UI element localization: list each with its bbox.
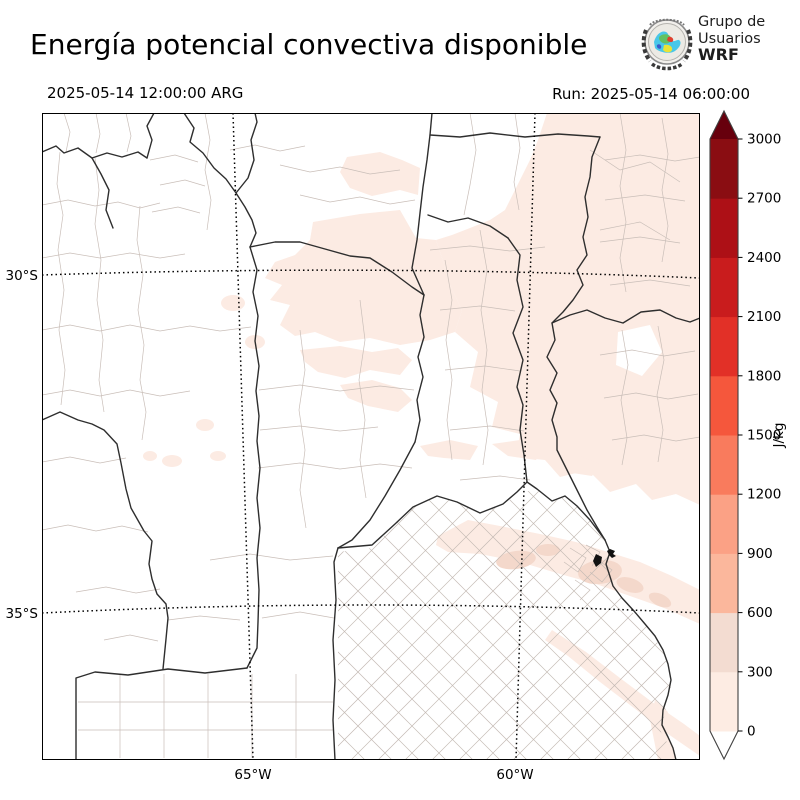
latlon-gridlines	[42, 113, 700, 760]
valid-time-label: 2025-05-14 12:00:00 ARG	[47, 84, 244, 102]
logo-line-3: WRF	[698, 45, 739, 64]
gridline-65W	[232, 113, 254, 760]
colorbar-tick-label: 2700	[747, 191, 781, 207]
logo-line-1: Grupo de	[698, 14, 766, 30]
colorbar-unit-label: J/kg	[771, 423, 787, 449]
page-title: Energía potencial convectiva disponible	[30, 28, 588, 61]
colorbar-segment	[710, 435, 738, 495]
colorbar-tick-label: 900	[747, 546, 773, 562]
logo-line-2: Usuarios	[698, 30, 761, 47]
cape-shading-light	[143, 113, 700, 760]
city-marker	[593, 549, 616, 567]
map-frame	[42, 113, 700, 760]
colorbar-segment	[710, 612, 738, 673]
colorbar-segment	[710, 494, 738, 554]
colorbar-tick-label: 2100	[747, 309, 781, 325]
lapampa-department-grid	[78, 674, 333, 758]
colorbar-segment	[710, 198, 738, 258]
colorbar: 0 300 600 900 1200 1500 1800 2100 2400 2700 3000 J/…	[703, 103, 800, 775]
colorbar-svg: 0 300 600 900 1200 1500 1800 2100 2400 2700 3000 J/…	[709, 109, 787, 761]
colorbar-tick-label: 1800	[747, 368, 781, 384]
wrf-logo-text: Grupo de Usuarios WRF	[698, 14, 765, 64]
colorbar-tick-label: 3000	[747, 132, 781, 148]
colorbar-tick-label: 1200	[747, 487, 781, 503]
coastline	[604, 539, 677, 760]
colorbar-tick-label: 300	[747, 664, 773, 680]
colorbar-segment	[710, 375, 738, 436]
colorbar-segment	[710, 671, 738, 732]
colorbar-segment	[710, 257, 738, 318]
colorbar-tick-label: 1500	[747, 428, 781, 444]
run-time-label: Run: 2025-05-14 06:00:00	[552, 85, 750, 103]
ytick-35S: 35°S	[5, 606, 39, 622]
department-borders	[42, 113, 700, 642]
colorbar-segment	[710, 553, 738, 614]
xtick-60W: 60°W	[496, 767, 534, 783]
province-borders	[42, 113, 700, 760]
gridline-35S	[42, 604, 700, 614]
colorbar-over-arrow	[710, 111, 738, 139]
xtick-65W: 65°W	[234, 767, 272, 783]
gridline-30S	[42, 269, 700, 279]
cape-map	[42, 113, 700, 760]
colorbar-tick-label: 600	[747, 605, 773, 621]
wrf-logo: Grupo de Usuarios WRF	[640, 12, 798, 74]
colorbar-segment	[710, 316, 738, 377]
colorbar-tick-label: 0	[747, 724, 756, 740]
wrf-logo-globe	[641, 18, 693, 71]
colorbar-tick-label: 2400	[747, 250, 781, 266]
map-canvas	[42, 113, 700, 760]
ytick-30S: 30°S	[5, 268, 39, 284]
colorbar-under-arrow	[710, 731, 738, 759]
colorbar-segment	[710, 139, 738, 199]
